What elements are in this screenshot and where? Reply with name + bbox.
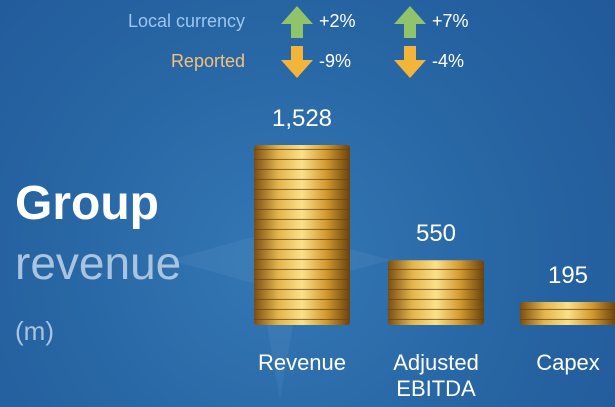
growth-arrow <box>281 6 313 38</box>
value-label: 550 <box>415 220 457 248</box>
growth-arrow <box>394 6 426 38</box>
growth-value: -4% <box>432 51 465 71</box>
category-label: Revenue <box>257 350 347 375</box>
growth-label: Reported <box>170 51 245 71</box>
category-label: Capex <box>536 350 600 375</box>
coin-ridges <box>520 302 615 325</box>
coin-ridges <box>388 260 484 325</box>
growth-value: +2% <box>319 11 356 31</box>
growth-value: +7% <box>432 11 469 31</box>
growth-label: Local currency <box>127 11 245 31</box>
growth-value: -9% <box>319 51 352 71</box>
value-label: 1,528 <box>271 105 333 132</box>
title: Group <box>15 177 159 230</box>
unit-label: (m) <box>15 316 54 346</box>
value-label: 195 <box>547 262 589 290</box>
subtitle: revenue <box>15 237 182 289</box>
growth-arrow <box>394 46 426 78</box>
growth-arrow <box>281 46 313 78</box>
category-label: Adjusted EBITDA <box>393 350 479 402</box>
coin-ridges <box>254 145 350 325</box>
